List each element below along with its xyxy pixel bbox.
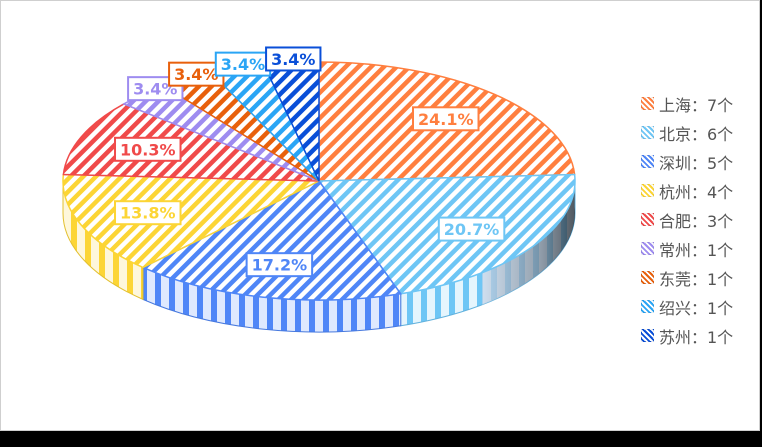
slice-label-绍兴: 3.4%	[214, 51, 272, 77]
legend-label: 深圳：5个	[659, 153, 734, 173]
legend-label: 常州：1个	[659, 240, 734, 260]
legend-item-绍兴[interactable]: 绍兴：1个	[641, 292, 733, 321]
pie-slice-杭州[interactable]	[62, 173, 320, 269]
slice-label-苏州: 3.4%	[265, 46, 322, 72]
slice-label-深圳: 17.2%	[245, 252, 314, 278]
legend-label: 绍兴：1个	[659, 298, 734, 318]
legend-swatch	[641, 242, 654, 255]
legend-label: 苏州：1个	[659, 327, 734, 347]
svg-text:24.1%: 24.1%	[418, 110, 474, 129]
pie-chart: 24.1%20.7%17.2%13.8%10.3%3.4%3.4%3.4% 3.4…	[62, 46, 576, 333]
svg-text:20.7%: 20.7%	[444, 220, 500, 239]
legend-item-深圳[interactable]: 深圳：5个	[641, 147, 733, 176]
legend-swatch	[641, 329, 654, 342]
legend: 上海：7个北京：6个深圳：5个杭州：4个合肥：3个常州：1个东莞：1个绍兴：1个…	[641, 89, 733, 350]
legend-swatch	[641, 97, 654, 110]
svg-text:10.3%: 10.3%	[120, 140, 176, 159]
legend-item-北京[interactable]: 北京：6个	[641, 118, 733, 147]
legend-swatch	[641, 184, 654, 197]
legend-swatch	[641, 213, 654, 226]
pie-slice-深圳[interactable]	[141, 180, 403, 301]
svg-text:3.4%: 3.4%	[271, 50, 315, 69]
legend-label: 杭州：4个	[659, 182, 734, 202]
legend-swatch	[641, 300, 654, 313]
legend-item-杭州[interactable]: 杭州：4个	[641, 176, 733, 205]
slice-label-杭州: 13.8%	[114, 200, 182, 226]
legend-label: 合肥：3个	[659, 211, 734, 231]
legend-swatch	[641, 271, 654, 284]
legend-swatch	[641, 155, 654, 168]
legend-item-东莞[interactable]: 东莞：1个	[641, 263, 733, 292]
chart-frame: 24.1% 20.7% 17.2% 13.8% 10.3% 3.4% 3.4% 3.4% 3.4…	[0, 0, 760, 431]
svg-text:3.4%: 3.4%	[174, 65, 218, 84]
slice-label-北京: 20.7%	[437, 216, 506, 242]
legend-item-苏州[interactable]: 苏州：1个	[641, 321, 733, 350]
legend-label: 东莞：1个	[659, 269, 734, 289]
pie-rim-shade	[482, 175, 575, 305]
legend-label: 北京：6个	[659, 124, 734, 144]
svg-text:13.8%: 13.8%	[120, 204, 176, 223]
svg-text:17.2%: 17.2%	[252, 256, 308, 275]
legend-item-合肥[interactable]: 合肥：3个	[641, 205, 733, 234]
svg-text:3.4%: 3.4%	[221, 55, 265, 74]
legend-item-常州[interactable]: 常州：1个	[641, 234, 733, 263]
legend-label: 上海：7个	[659, 95, 734, 115]
slice-label-上海: 24.1%	[411, 106, 480, 132]
svg-text:3.4%: 3.4%	[133, 80, 177, 99]
slice-label-东莞: 3.4%	[168, 61, 225, 87]
legend-item-上海[interactable]: 上海：7个	[641, 89, 733, 118]
slice-label-合肥: 10.3%	[114, 136, 182, 162]
legend-swatch	[641, 126, 654, 139]
